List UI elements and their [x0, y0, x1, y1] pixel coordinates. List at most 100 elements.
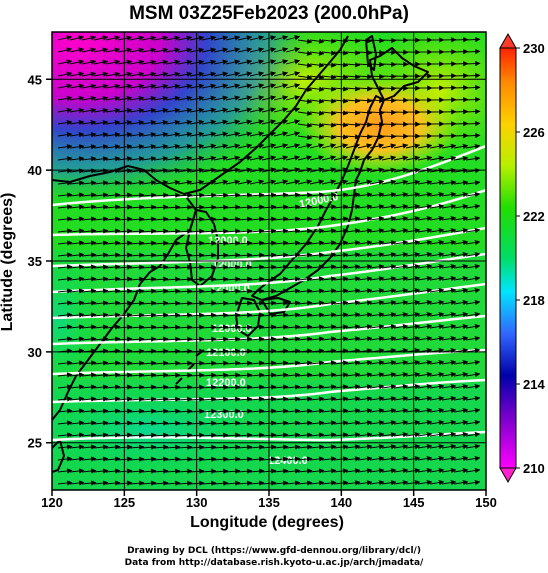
wind-arrow — [189, 312, 205, 318]
wind-arrow — [285, 192, 301, 198]
wind-arrow — [237, 155, 253, 161]
wind-arrow — [405, 155, 421, 161]
wind-arrow — [129, 192, 145, 198]
wind-arrow — [369, 264, 385, 270]
wind-arrow — [309, 50, 325, 56]
wind-arrow — [117, 119, 133, 126]
wind-arrow — [297, 324, 313, 330]
wind-arrow — [225, 83, 241, 89]
wind-arrow — [93, 132, 109, 138]
wind-arrow — [297, 252, 313, 258]
wind-arrow — [381, 179, 397, 185]
wind-arrow — [357, 192, 373, 198]
wind-arrow — [213, 288, 229, 294]
wind-arrow — [453, 132, 469, 139]
chart-title: MSM 03Z25Feb2023 (200.0hPa) — [129, 3, 409, 24]
wind-arrow — [417, 287, 433, 294]
wind-arrow — [273, 143, 289, 149]
wind-arrow — [237, 71, 253, 77]
wind-arrow — [273, 264, 289, 270]
wind-arrow — [117, 107, 133, 114]
wind-arrow — [141, 156, 157, 162]
wind-arrow — [81, 372, 97, 378]
wind-arrow — [285, 336, 301, 342]
wind-arrow — [177, 131, 193, 138]
wind-arrow — [453, 143, 469, 150]
wind-arrow — [165, 324, 181, 330]
wind-arrow — [381, 276, 397, 282]
wind-arrow — [249, 288, 265, 294]
wind-arrow — [369, 276, 385, 282]
wind-arrow — [237, 59, 253, 65]
wind-arrow — [381, 133, 397, 140]
wind-arrow — [417, 323, 433, 330]
wind-arrow — [153, 95, 169, 102]
colorbar-tick-label: 218 — [523, 293, 545, 308]
wind-arrow — [189, 204, 205, 210]
wind-arrow — [333, 50, 349, 56]
wind-arrow — [405, 167, 421, 174]
wind-arrow — [129, 228, 145, 234]
wind-arrow — [249, 47, 265, 53]
wind-arrow — [453, 215, 469, 222]
wind-arrow — [285, 264, 301, 270]
wind-arrow — [321, 50, 337, 56]
wind-arrow — [225, 131, 241, 137]
wind-arrow — [453, 60, 469, 67]
wind-arrow — [465, 180, 481, 186]
contour-line — [52, 144, 486, 207]
wind-arrow — [465, 84, 481, 91]
wind-arrow — [153, 119, 169, 126]
wind-arrow — [141, 131, 157, 138]
wind-arrow — [201, 107, 217, 113]
wind-arrow — [441, 323, 457, 330]
wind-arrow — [141, 83, 157, 90]
wind-arrow — [393, 203, 409, 210]
wind-arrow — [321, 155, 337, 161]
y-tick-label: 30 — [28, 345, 42, 360]
wind-arrow — [165, 228, 181, 234]
wind-arrow — [129, 276, 145, 282]
wind-arrow — [285, 228, 301, 234]
wind-arrow — [237, 131, 253, 137]
wind-arrow — [225, 372, 241, 378]
wind-arrow — [465, 108, 481, 115]
wind-arrow — [177, 95, 193, 102]
wind-arrow — [129, 324, 145, 330]
wind-arrow — [393, 347, 409, 354]
wind-arrow — [141, 252, 157, 258]
wind-arrow — [429, 323, 445, 330]
wind-arrow — [381, 216, 397, 222]
wind-arrow — [321, 110, 337, 116]
wind-arrow — [453, 251, 469, 258]
wind-arrow — [285, 204, 301, 210]
wind-arrow — [465, 96, 481, 103]
wind-arrow — [153, 312, 169, 318]
wind-arrow — [237, 264, 253, 270]
wind-arrow — [429, 239, 445, 246]
wind-arrow — [57, 252, 73, 258]
wind-arrow — [201, 155, 217, 162]
wind-arrow — [345, 288, 361, 294]
wind-arrow — [297, 336, 313, 342]
wind-arrow — [465, 120, 481, 127]
wind-arrow — [429, 299, 445, 306]
wind-arrow — [381, 167, 397, 173]
wind-arrow — [273, 192, 289, 198]
contour-label: 12100.0 — [206, 347, 246, 359]
wind-arrow — [285, 324, 301, 330]
wind-arrow — [81, 252, 97, 258]
wind-arrow — [189, 35, 205, 41]
wind-arrow — [141, 47, 157, 53]
wind-arrow — [381, 61, 397, 68]
wind-arrow — [177, 300, 193, 306]
wind-arrow — [225, 71, 241, 77]
wind-arrow — [237, 288, 253, 294]
wind-arrow — [225, 312, 241, 318]
wind-arrow — [213, 216, 229, 222]
wind-arrow — [405, 347, 421, 354]
wind-arrow — [309, 38, 325, 44]
x-tick-label: 145 — [403, 495, 425, 510]
wind-arrow — [369, 360, 385, 366]
wind-arrow — [333, 110, 349, 116]
